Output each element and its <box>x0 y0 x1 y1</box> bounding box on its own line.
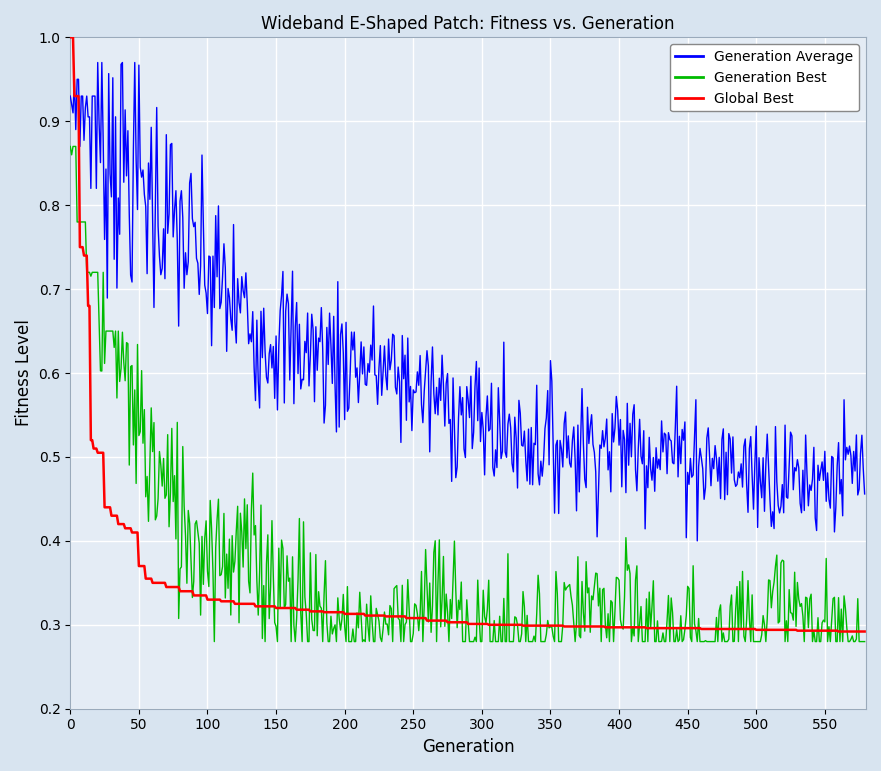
Legend: Generation Average, Generation Best, Global Best: Generation Average, Generation Best, Glo… <box>670 44 859 111</box>
Title: Wideband E-Shaped Patch: Fitness vs. Generation: Wideband E-Shaped Patch: Fitness vs. Gen… <box>262 15 675 33</box>
X-axis label: Generation: Generation <box>422 738 515 756</box>
Y-axis label: Fitness Level: Fitness Level <box>15 320 33 426</box>
